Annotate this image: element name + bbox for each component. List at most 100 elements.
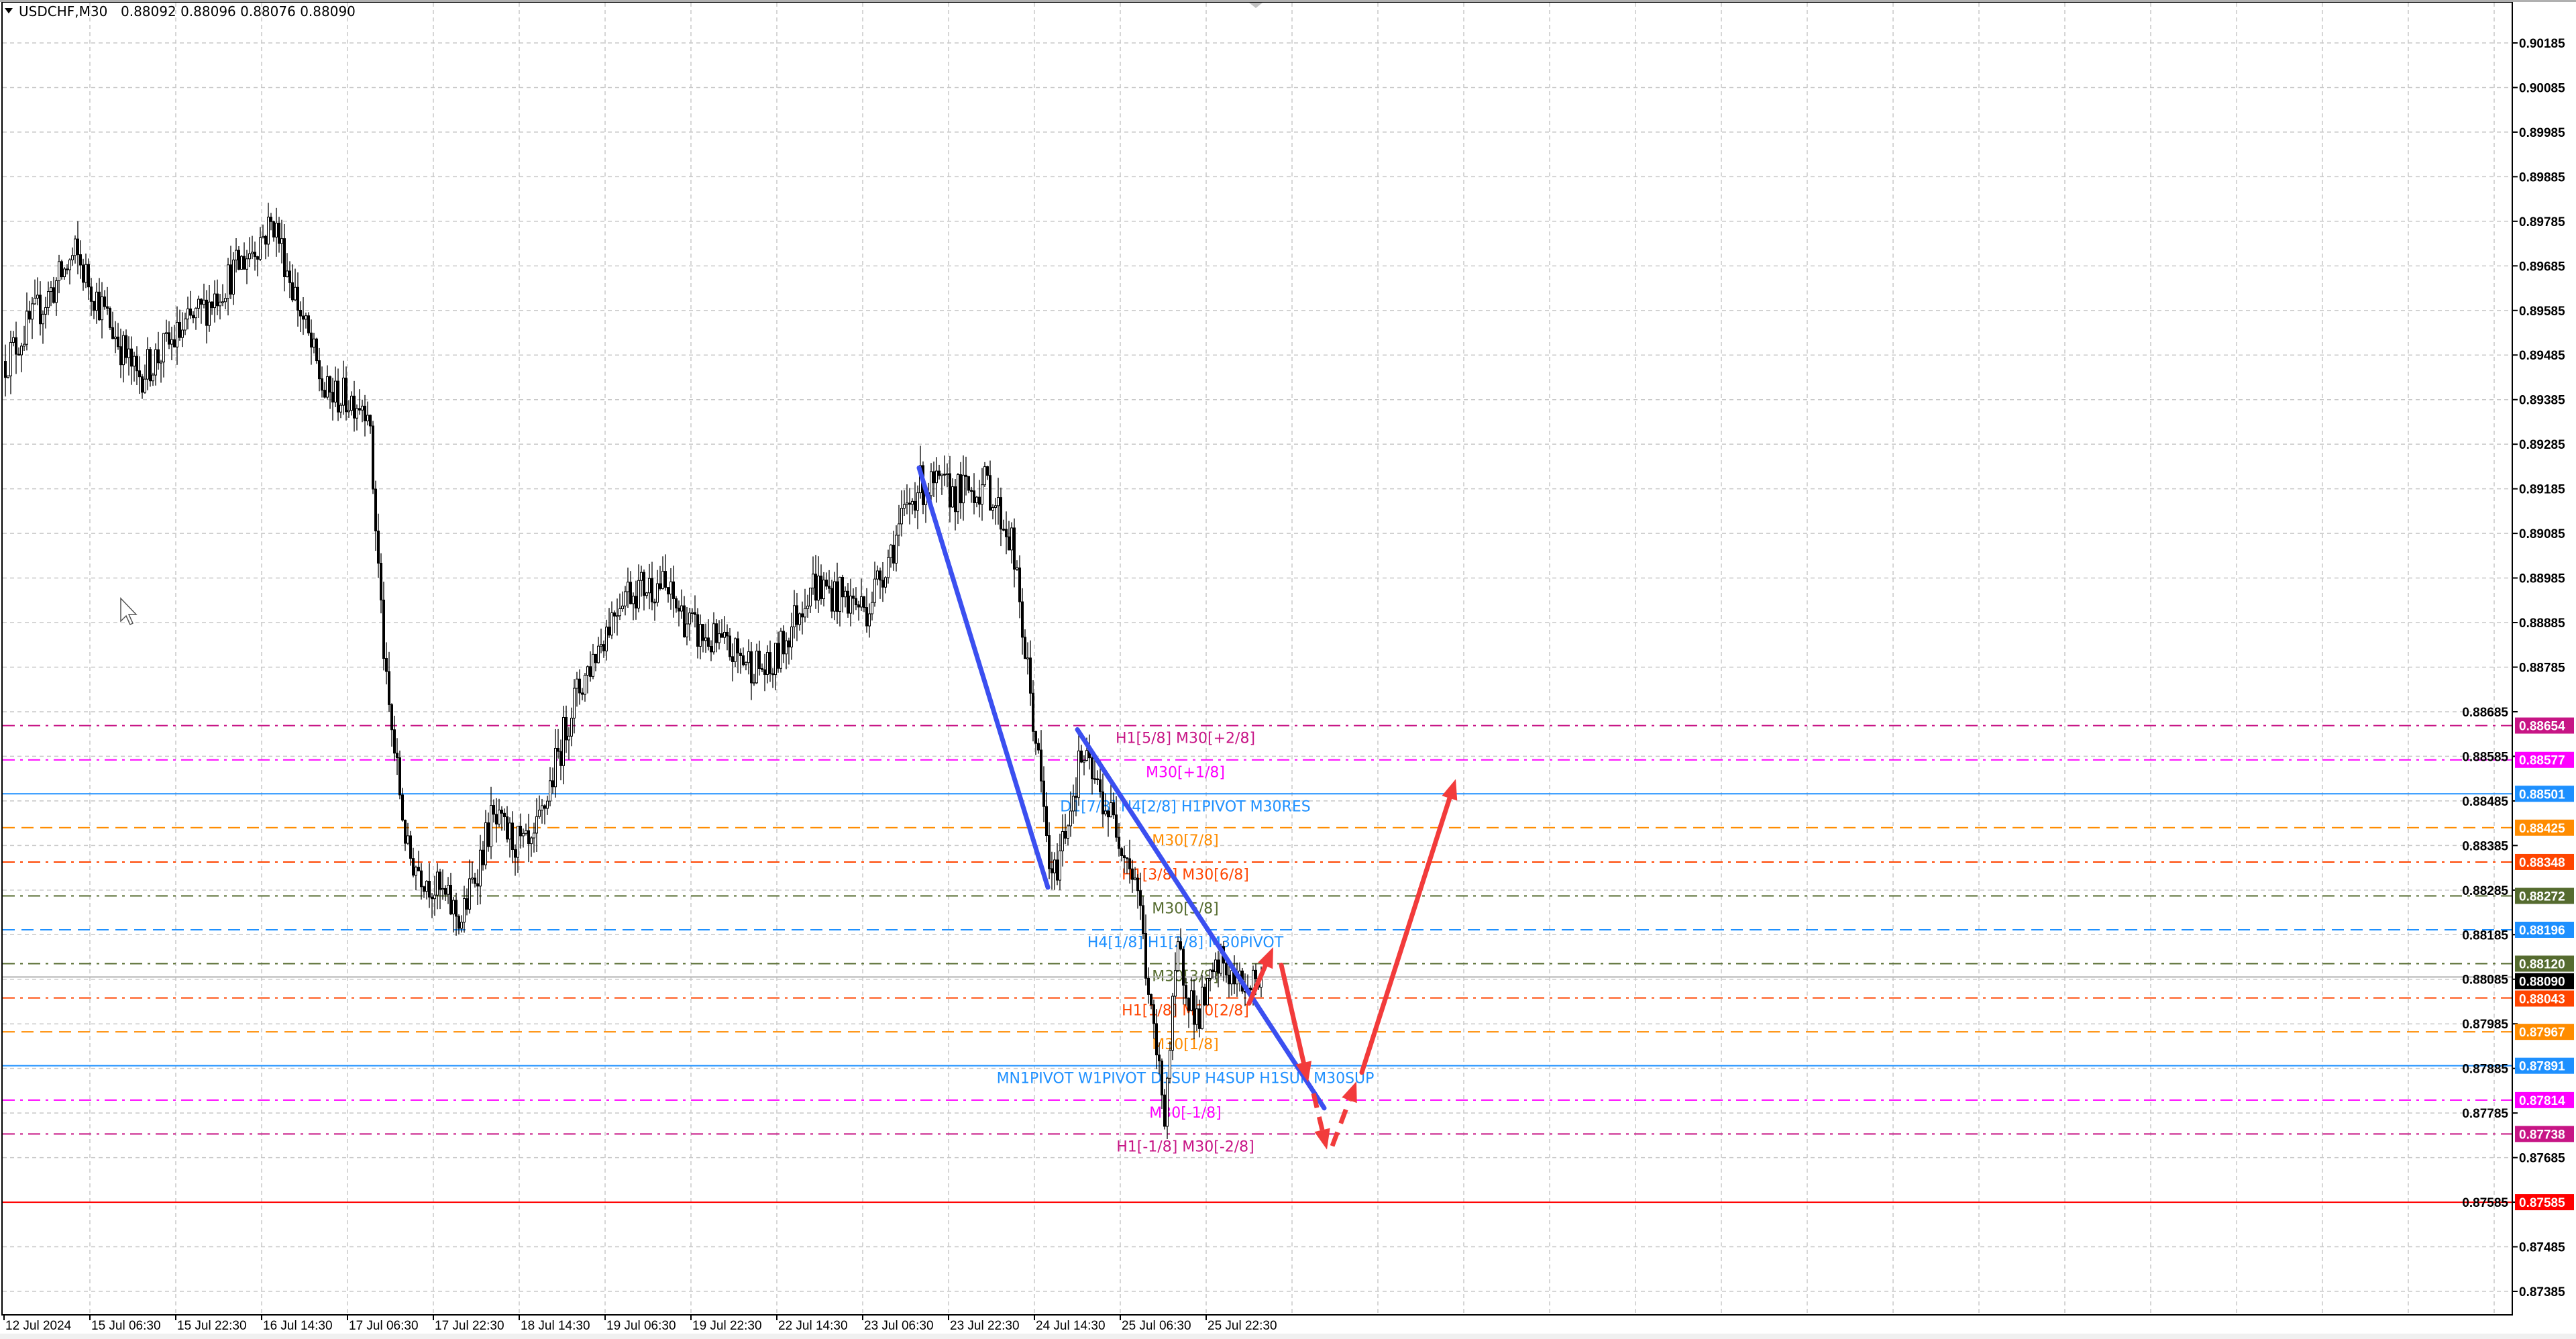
candle-bull [165, 332, 168, 334]
candle-bear [1080, 750, 1083, 763]
candle-bear [729, 635, 731, 657]
price-tag-label: 0.88348 [2519, 856, 2565, 870]
candle-bull [809, 588, 812, 606]
level-label: M30[5/8] [1152, 900, 1219, 917]
level-label: M30[+1/8] [1146, 765, 1225, 782]
x-tick-label: 15 Jul 06:30 [91, 1319, 161, 1333]
candle-bear [801, 613, 804, 618]
candle-bear [720, 633, 723, 638]
candle-bull [197, 299, 200, 309]
candle-bear [881, 580, 884, 588]
candle-bull [366, 415, 369, 421]
shift-marker-icon[interactable] [1249, 3, 1263, 8]
candle-bear [390, 704, 393, 731]
candle-bear [393, 729, 396, 754]
candle-bear [82, 264, 85, 283]
candle-bull [648, 578, 651, 594]
candle-bull [895, 535, 898, 564]
candle-bear [455, 900, 458, 917]
candle-bear [353, 395, 356, 419]
candle-bear [678, 607, 680, 612]
candle-bear [130, 348, 133, 367]
candle-bear [1091, 757, 1093, 780]
candle-bull [452, 900, 455, 914]
candle-bear [288, 270, 291, 283]
candle-bull [36, 294, 39, 299]
candle-bear [1249, 987, 1252, 991]
candle-bull [884, 577, 887, 588]
candle-bull [259, 237, 262, 260]
candle-bull [1201, 986, 1203, 1029]
candle-bear [763, 669, 766, 675]
candle-bull [101, 297, 103, 321]
level-label: H1[3/8] M30[6/8] [1122, 867, 1249, 883]
candle-bear [1000, 497, 1002, 530]
candle-bear [1042, 780, 1045, 807]
price-tags: 0.88654 0.88577 0.88501 0.88425 0.88348 0.882… [2515, 717, 2574, 1211]
candle-bear [1179, 941, 1182, 950]
candle-bull [339, 405, 342, 413]
y-tick-label: 0.87685 [2519, 1152, 2565, 1166]
triangle-down-icon[interactable] [5, 8, 13, 13]
candle-bear [420, 870, 423, 888]
candle-bear [892, 545, 895, 564]
candle-bull [251, 252, 254, 254]
candle-bear [487, 822, 490, 847]
candle-bear [659, 583, 661, 589]
candle-bear [382, 599, 385, 659]
candle-bull [868, 613, 871, 627]
candle-bull [1083, 760, 1085, 763]
candle-bear [1193, 990, 1195, 1025]
y-tick-label: 0.87785 [2462, 1107, 2508, 1121]
x-tick-label: 17 Jul 22:30 [435, 1319, 504, 1333]
candle-bull [793, 605, 796, 627]
candle-bear [1152, 1004, 1155, 1024]
candle-bear [66, 268, 68, 270]
candle-bear [1158, 1055, 1161, 1062]
price-tag [2515, 955, 2574, 972]
candle-bear [79, 254, 82, 266]
candle-bear [1056, 859, 1059, 881]
candle-bear [329, 376, 331, 393]
candle-bull [275, 223, 278, 237]
candle-bull [887, 557, 890, 578]
candle-bear [229, 264, 232, 295]
price-tag-label: 0.88425 [2519, 822, 2565, 836]
arrow-head-icon [1295, 1061, 1312, 1083]
candle-bull [1190, 990, 1193, 1011]
candle-bear [1064, 831, 1067, 839]
candle-bull [597, 645, 600, 663]
candle-bull [221, 301, 224, 303]
candle-bull [546, 800, 549, 809]
candle-bull [911, 500, 914, 505]
candle-bull [619, 608, 621, 617]
candle-bear [149, 349, 152, 382]
candle-bear [761, 668, 763, 670]
candle-bull [624, 591, 627, 606]
level-label: H1[1/8] M30[2/8] [1122, 1003, 1249, 1020]
candle-bear [254, 252, 256, 258]
candle-bull [935, 470, 938, 484]
candle-bull [280, 238, 283, 244]
candle-bear [1029, 657, 1032, 694]
candle-bear [1040, 749, 1042, 782]
candle-bull [433, 894, 436, 900]
candle-bear [651, 578, 653, 602]
candle-bear [635, 596, 637, 608]
candles [4, 203, 1263, 1139]
level-label: MN1PIVOT W1PIVOT D1SUP H4SUP H1SUP M30SU… [997, 1071, 1375, 1087]
level-label: M30[7/8] [1152, 833, 1219, 849]
candle-bull [903, 504, 906, 509]
candle-bear [283, 238, 286, 277]
price-axis[interactable]: 0.90185 0.90085 0.89985 0.89885 0.89785 0.896… [2462, 37, 2565, 1299]
candle-bull [1061, 831, 1064, 851]
candle-bull [1085, 750, 1088, 761]
candle-bear [527, 830, 530, 845]
candle-bear [1142, 905, 1144, 934]
time-axis[interactable]: 12 Jul 2024 15 Jul 06:30 15 Jul 22:30 16 Ju… [3, 1315, 1277, 1333]
candle-bear [315, 338, 318, 362]
candle-bear [949, 473, 951, 508]
candle-bear [192, 315, 195, 319]
price-tag-label: 0.88501 [2519, 788, 2565, 802]
